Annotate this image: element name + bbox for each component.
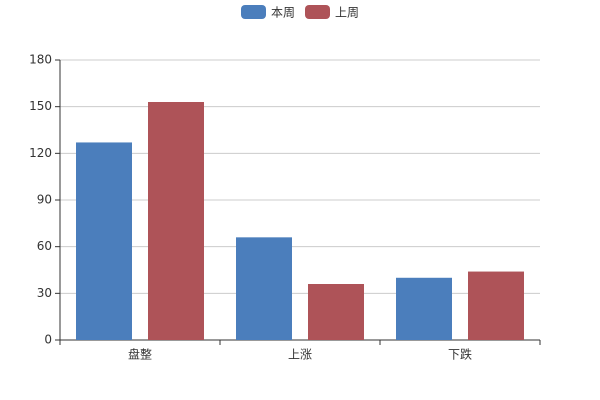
y-tick-label: 60 <box>37 239 52 253</box>
bar <box>308 284 364 340</box>
x-tick-label: 盘整 <box>128 347 152 362</box>
bar <box>236 237 292 340</box>
x-tick-label: 上涨 <box>288 347 312 362</box>
x-tick-label: 下跌 <box>448 347 472 362</box>
y-tick-label: 180 <box>29 53 52 67</box>
bar <box>396 277 452 340</box>
y-tick-label: 0 <box>44 333 52 347</box>
bar <box>468 271 524 340</box>
legend-swatch[interactable] <box>241 5 266 19</box>
bar <box>76 142 132 340</box>
legend-label[interactable]: 上周 <box>335 6 359 20</box>
y-tick-label: 90 <box>37 193 52 207</box>
bar <box>148 102 204 340</box>
legend-label[interactable]: 本周 <box>271 6 295 20</box>
y-tick-label: 150 <box>29 99 52 113</box>
y-tick-label: 30 <box>37 286 52 300</box>
legend-swatch[interactable] <box>305 5 330 19</box>
y-tick-label: 120 <box>29 146 52 160</box>
